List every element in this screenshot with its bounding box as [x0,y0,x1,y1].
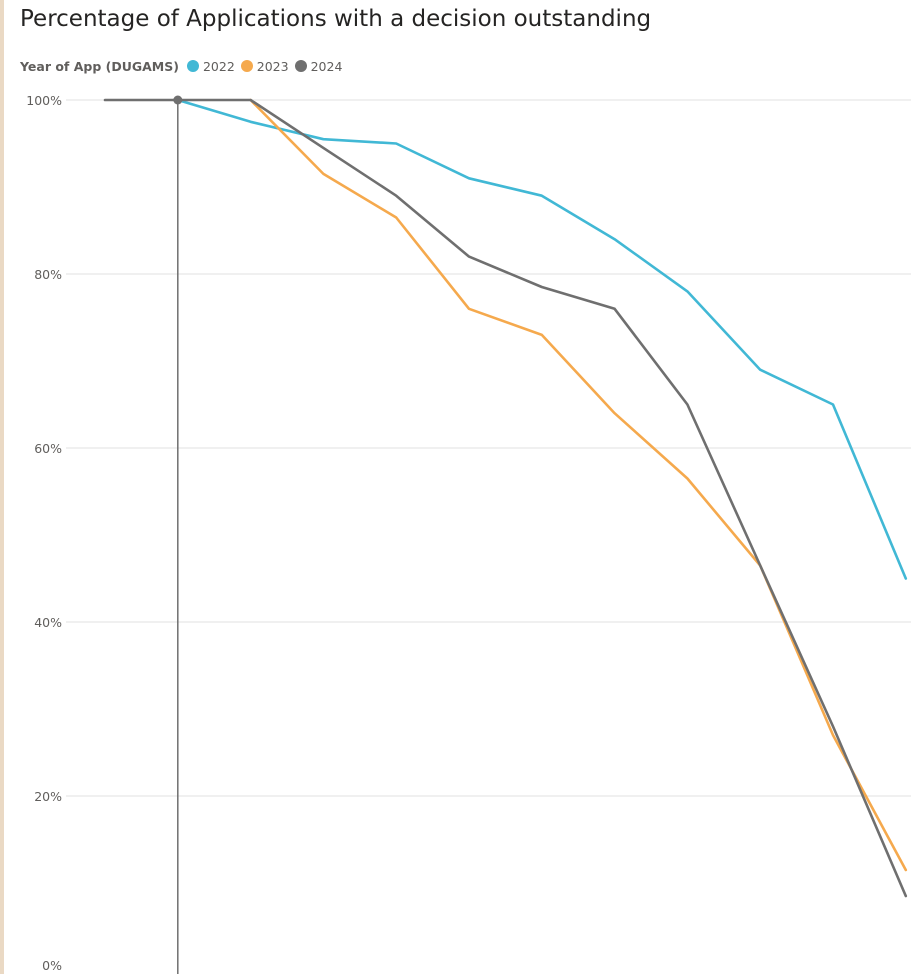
y-tick-label-80: 80% [34,267,62,282]
legend-title: Year of App (DUGAMS) [20,58,179,74]
y-tick-label-0: 0% [42,958,62,973]
series-line-2023[interactable] [249,98,908,872]
legend: Year of App (DUGAMS) 2022 2023 2024 [20,57,348,75]
data-point-2022-9[interactable] [827,399,839,411]
data-point-2022-8[interactable] [754,364,766,376]
y-tick-label-20: 20% [34,789,62,804]
data-point-2024-5[interactable] [463,251,475,263]
chart-title: Percentage of Applications with a decisi… [20,6,652,32]
left-border [0,0,4,974]
data-point-2022-3[interactable] [390,138,402,150]
series-line-2024[interactable] [103,98,908,898]
y-tick-label-40: 40% [34,615,62,630]
legend-label-2024: 2024 [310,58,343,74]
data-point-2022-7[interactable] [681,285,693,297]
data-point-2022-10[interactable] [900,573,911,585]
data-point-2024-10[interactable] [827,720,839,732]
data-point-2022-6[interactable] [609,233,621,245]
legend-swatch-2024 [294,60,307,72]
data-point-2022-5[interactable] [536,190,548,202]
data-point-2023-1[interactable] [317,168,329,180]
legend-label-2023: 2023 [256,58,289,74]
data-point-2024-4[interactable] [390,190,402,202]
data-point-2023-4[interactable] [536,329,548,341]
legend-swatch-2023 [240,60,253,72]
data-point-2024-3[interactable] [317,142,329,154]
data-point-2022-4[interactable] [463,172,475,184]
data-point-2024-7[interactable] [609,303,621,315]
data-point-2023-2[interactable] [390,211,402,223]
legend-label-2022: 2022 [202,58,235,74]
data-point-2024-6[interactable] [536,281,548,293]
data-point-2022-1[interactable] [245,116,257,128]
legend-swatch-2022 [186,60,199,72]
data-point-2024-9[interactable] [754,559,766,571]
hover-marker-point [173,95,183,105]
legend-item-2022[interactable]: 2022 [186,58,235,74]
data-point-2024-11[interactable] [900,890,911,902]
legend-item-2024[interactable]: 2024 [294,58,343,74]
data-point-2023-9[interactable] [900,864,911,876]
data-point-2023-3[interactable] [463,303,475,315]
data-point-2023-5[interactable] [609,407,621,419]
data-point-2024-0[interactable] [99,94,111,106]
y-tick-label-60: 60% [34,441,62,456]
y-tick-label-100: 100% [26,93,62,108]
data-point-2023-6[interactable] [681,472,693,484]
data-point-2024-2[interactable] [245,94,257,106]
legend-item-2023[interactable]: 2023 [240,58,289,74]
data-point-2024-8[interactable] [681,399,693,411]
